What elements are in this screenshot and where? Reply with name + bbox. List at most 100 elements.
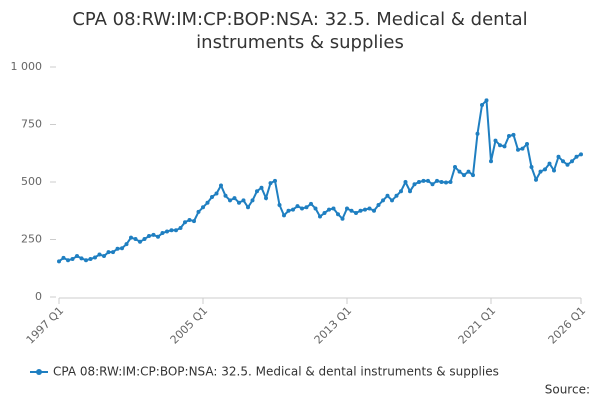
- point: [304, 205, 309, 210]
- point: [147, 234, 151, 239]
- point: [525, 142, 529, 147]
- point: [106, 250, 111, 255]
- point: [502, 144, 507, 149]
- point: [345, 206, 349, 211]
- point: [534, 177, 538, 182]
- point: [511, 132, 516, 137]
- point: [489, 159, 493, 164]
- point: [286, 208, 291, 213]
- point: [268, 181, 273, 186]
- point: [93, 255, 97, 260]
- point: [435, 178, 439, 183]
- point: [264, 196, 268, 201]
- point: [75, 254, 79, 259]
- point: [160, 231, 165, 236]
- point: [273, 178, 277, 183]
- point: [457, 169, 462, 174]
- point: [340, 216, 345, 221]
- point: [115, 246, 120, 251]
- point: [201, 205, 205, 210]
- point: [133, 237, 138, 242]
- point: [129, 235, 133, 240]
- point: [124, 242, 129, 247]
- point: [547, 161, 552, 166]
- point: [363, 207, 367, 212]
- point: [295, 204, 300, 209]
- point: [187, 217, 192, 222]
- point: [561, 159, 565, 164]
- point: [574, 154, 579, 159]
- point: [183, 220, 187, 225]
- point: [282, 213, 286, 218]
- point: [178, 226, 183, 230]
- point: [480, 102, 484, 107]
- point: [151, 232, 156, 237]
- point: [498, 143, 502, 148]
- y-tick-label: 250: [21, 233, 42, 246]
- point: [88, 257, 93, 262]
- source: Source:: [545, 383, 590, 397]
- point: [385, 193, 390, 198]
- point: [61, 255, 66, 260]
- point: [255, 189, 259, 194]
- point: [79, 256, 84, 261]
- point: [556, 154, 561, 159]
- y-tick-label: 500: [21, 175, 42, 188]
- point: [493, 138, 498, 143]
- point: [165, 229, 169, 234]
- point: [318, 214, 322, 219]
- point: [453, 165, 457, 170]
- point: [138, 239, 142, 244]
- legend-label: CPA 08:RW:IM:CP:BOP:NSA: 32.5. Medical &…: [53, 365, 499, 379]
- point: [97, 252, 102, 257]
- point: [421, 178, 426, 183]
- point: [120, 246, 124, 251]
- point: [84, 258, 88, 263]
- point: [543, 167, 547, 172]
- point: [376, 203, 381, 207]
- point: [408, 189, 412, 194]
- point: [399, 189, 403, 194]
- point: [300, 206, 304, 211]
- point: [466, 169, 471, 174]
- point: [448, 180, 453, 184]
- point: [358, 208, 363, 213]
- point: [102, 254, 106, 259]
- series-line: [58, 98, 582, 263]
- point: [336, 212, 340, 217]
- y-tick-label: 750: [21, 118, 42, 131]
- y-tick-label: 1 000: [11, 60, 43, 73]
- point: [57, 259, 61, 264]
- point: [214, 191, 219, 196]
- point: [210, 194, 214, 199]
- point: [520, 146, 525, 151]
- x-tick-label: 1997 Q1: [24, 304, 67, 347]
- point: [462, 173, 466, 178]
- point: [381, 198, 385, 203]
- point: [349, 208, 354, 213]
- point: [219, 183, 223, 188]
- point: [277, 203, 282, 207]
- point: [169, 228, 174, 233]
- point: [196, 209, 201, 214]
- x-tick-label: 2021 Q1: [456, 304, 499, 347]
- point: [241, 198, 246, 203]
- point: [237, 200, 241, 205]
- point: [322, 211, 327, 216]
- chart-title: CPA 08:RW:IM:CP:BOP:NSA: 32.5. Medical &…: [72, 9, 528, 53]
- point: [327, 207, 331, 212]
- point: [570, 159, 574, 164]
- point: [232, 196, 237, 201]
- point: [372, 208, 376, 213]
- point: [223, 193, 228, 198]
- point: [331, 206, 336, 211]
- point: [156, 234, 160, 239]
- x-tick-label: 2013 Q1: [312, 304, 355, 347]
- point: [390, 198, 394, 203]
- point: [475, 131, 480, 136]
- point: [417, 180, 421, 184]
- point: [313, 206, 318, 211]
- point: [471, 173, 475, 178]
